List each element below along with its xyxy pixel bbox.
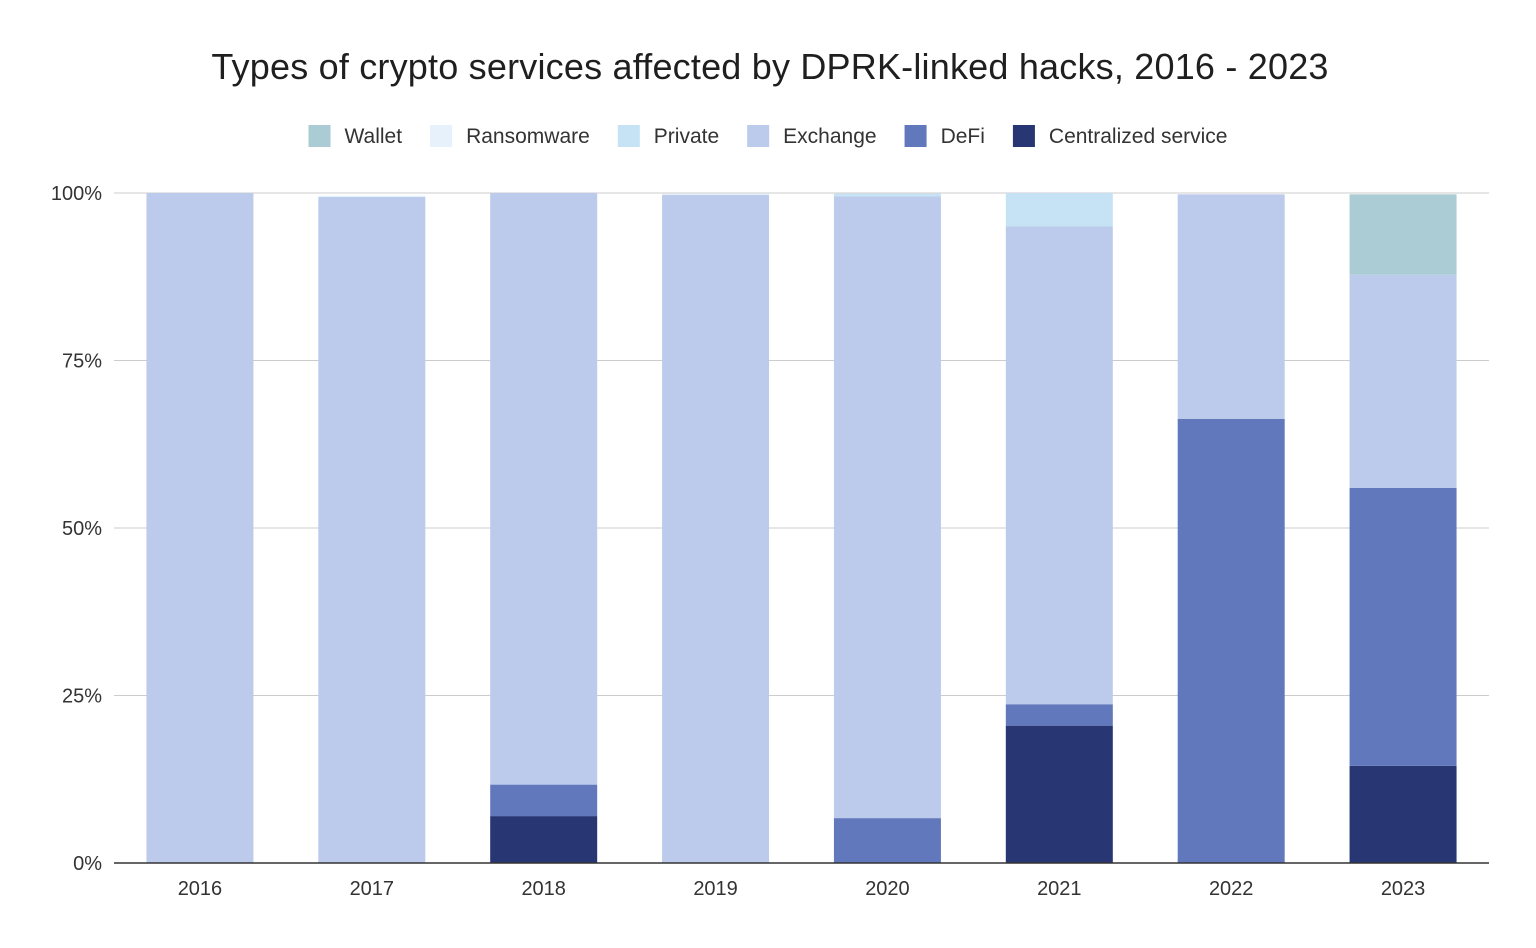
bar-2018-defi xyxy=(490,784,598,817)
bar-2019-ransomware xyxy=(662,193,770,196)
legend-swatch xyxy=(904,125,927,147)
x-tick-label: 2018 xyxy=(521,878,566,900)
legend-swatch xyxy=(1012,125,1035,147)
legend-item-private: Private xyxy=(617,125,719,148)
x-tick-label: 2017 xyxy=(350,878,395,900)
legend-swatch xyxy=(747,125,770,147)
legend-label: DeFi xyxy=(941,125,985,148)
legend-label: Ransomware xyxy=(466,125,590,148)
bar-2021-exchange xyxy=(1005,226,1113,705)
legend-item-centralized-service: Centralized service xyxy=(1012,125,1228,148)
y-tick-label: 100% xyxy=(51,183,102,205)
bar-2021-defi xyxy=(1005,704,1113,726)
legend-item-defi: DeFi xyxy=(904,125,985,148)
bar-2023-centralized-service xyxy=(1349,765,1457,863)
y-tick-label: 25% xyxy=(62,686,102,708)
legend-label: Exchange xyxy=(783,125,876,148)
bar-2020-defi xyxy=(833,818,941,863)
bar-2018-centralized-service xyxy=(490,816,598,863)
bar-2023-wallet xyxy=(1349,194,1457,275)
legend-item-exchange: Exchange xyxy=(747,125,877,148)
legend-label: Wallet xyxy=(345,125,403,148)
bar-2022-defi xyxy=(1177,418,1285,863)
bar-2023-exchange xyxy=(1349,274,1457,488)
bar-2018-exchange xyxy=(490,193,598,785)
bar-2020-exchange xyxy=(833,196,941,819)
chart-title: Types of crypto services affected by DPR… xyxy=(211,46,1329,87)
bar-2023-defi xyxy=(1349,487,1457,766)
x-tick-label: 2020 xyxy=(865,878,910,900)
legend-swatch xyxy=(617,125,640,147)
y-tick-label: 0% xyxy=(73,853,102,875)
bar-2016-exchange xyxy=(146,193,254,863)
y-tick-label: 75% xyxy=(62,351,102,373)
x-tick-label: 2016 xyxy=(178,878,223,900)
x-tick-label: 2022 xyxy=(1209,878,1254,900)
bar-2019-exchange xyxy=(662,195,770,863)
legend-item-ransomware: Ransomware xyxy=(430,125,590,148)
bar-2017-ransomware xyxy=(318,195,426,198)
legend-label: Centralized service xyxy=(1049,125,1228,148)
bar-2017-exchange xyxy=(318,197,426,863)
x-tick-label: 2023 xyxy=(1381,878,1426,900)
x-tick-label: 2021 xyxy=(1037,878,1082,900)
bar-2020-private xyxy=(833,193,941,197)
y-tick-label: 50% xyxy=(62,518,102,540)
bar-2021-centralized-service xyxy=(1005,725,1113,863)
bar-2021-private xyxy=(1005,193,1113,227)
legend-swatch xyxy=(308,125,331,147)
bar-2022-exchange xyxy=(1177,194,1285,419)
x-tick-label: 2019 xyxy=(693,878,738,900)
legend-item-wallet: Wallet xyxy=(308,125,403,148)
legend-label: Private xyxy=(654,125,719,148)
legend-swatch xyxy=(430,125,453,147)
